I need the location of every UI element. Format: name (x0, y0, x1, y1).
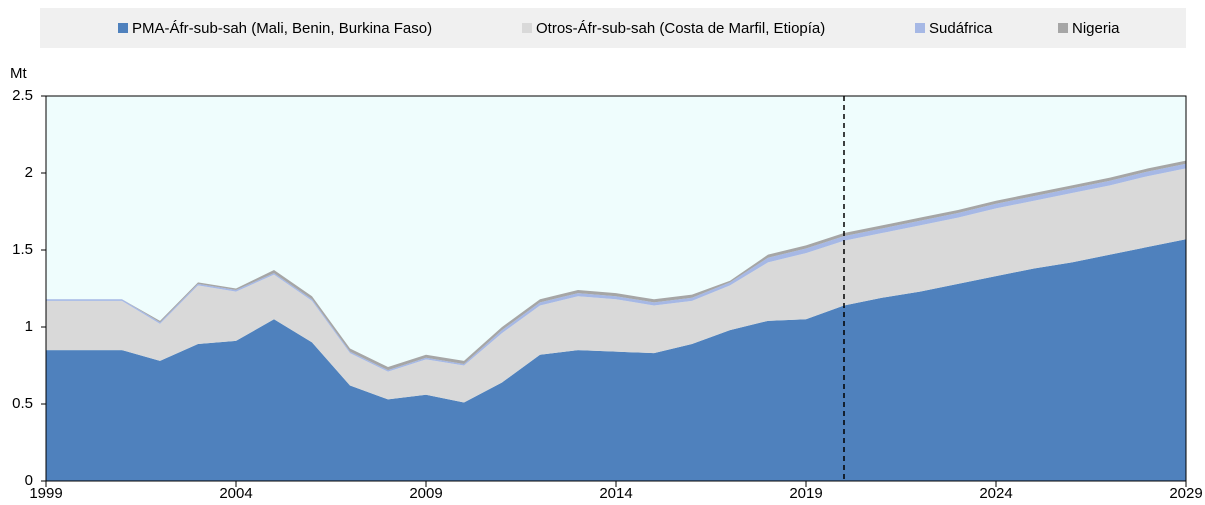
x-tick-label: 2024 (979, 485, 1012, 502)
y-tick-label: 1 (25, 318, 33, 335)
y-unit: Mt (10, 65, 27, 82)
area (46, 168, 1186, 403)
y-tick-label: 0 (25, 472, 33, 489)
x-tick-label: 2014 (599, 485, 632, 502)
legend-swatch (118, 23, 128, 33)
y-tick-label: 1.5 (12, 241, 33, 258)
legend-swatch (1058, 23, 1068, 33)
legend-label: PMA-Áfr-sub-sah (Mali, Benin, Burkina Fa… (132, 20, 432, 37)
y-tick-label: 0.5 (12, 395, 33, 412)
y-tick-label: 2.5 (12, 87, 33, 104)
y-tick-label: 2 (25, 164, 33, 181)
x-tick-label: 2019 (789, 485, 822, 502)
x-tick-label: 2009 (409, 485, 442, 502)
x-tick-label: 1999 (29, 485, 62, 502)
x-tick-label: 2004 (219, 485, 252, 502)
legend-label: Nigeria (1072, 20, 1120, 37)
legend-swatch (522, 23, 532, 33)
area (46, 239, 1186, 481)
x-tick-label: 2029 (1169, 485, 1202, 502)
legend-background (40, 8, 1186, 48)
legend-swatch (915, 23, 925, 33)
legend-label: Sudáfrica (929, 20, 993, 37)
legend-label: Otros-Áfr-sub-sah (Costa de Marfil, Etio… (536, 20, 825, 37)
